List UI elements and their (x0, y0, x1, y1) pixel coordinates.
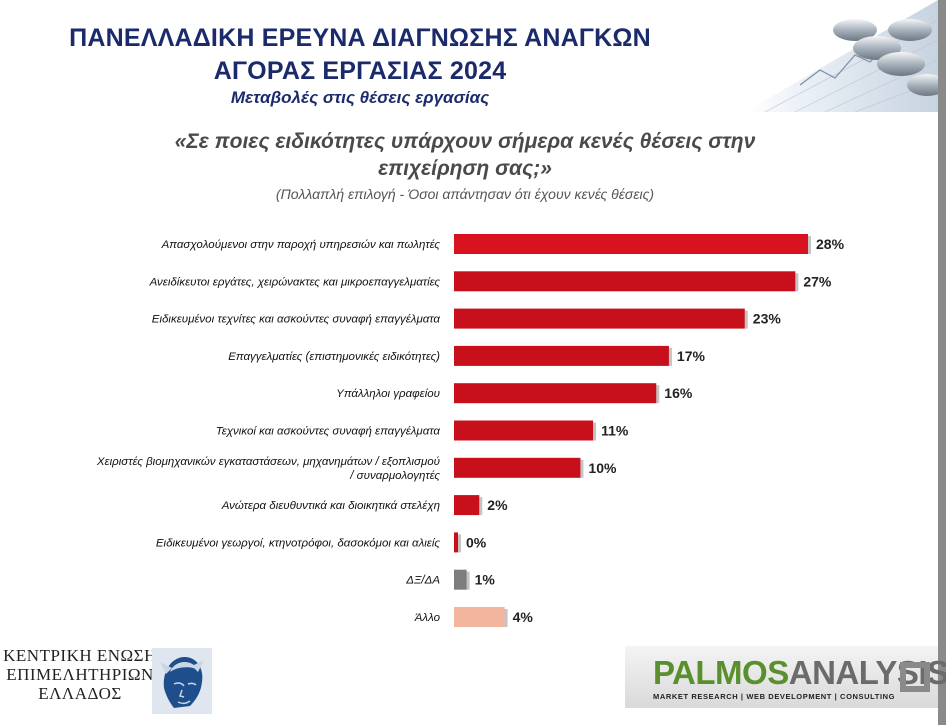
bar-chart: 28% Απασχολούμενοι στην παροχή υπηρεσιών … (96, 234, 845, 627)
kee-logo-line: ΚΕΝΤΡΙΚΗ ΕΝΩΣΗ (3, 646, 157, 665)
palmos-tagline: MARKET RESEARCH | WEB DEVELOPMENT | CONS… (653, 692, 896, 701)
question-line1: «Σε ποιες ειδικότητες υπάρχουν σήμερα κε… (174, 130, 756, 153)
category-label: Άλλο (414, 612, 441, 624)
bar-value-label: 17% (677, 348, 706, 364)
bar (454, 420, 594, 441)
bar-row: 17% Επαγγελματίες (επιστημονικές ειδικότη… (228, 345, 706, 366)
bar-shadow (504, 609, 508, 627)
bar-value-label: 2% (487, 497, 508, 513)
bar-shadow (744, 310, 748, 329)
bar-shadow (795, 273, 799, 292)
bar-shadow (580, 459, 584, 478)
kee-logo-text: ΚΕΝΤΡΙΚΗ ΕΝΩΣΗ ΕΠΙΜΕΛΗΤΗΡΙΩΝ ΕΛΛΑΔΟΣ (0, 646, 160, 703)
page-subtitle: Μεταβολές στις θέσεις εργασίας (230, 88, 490, 107)
bar-row: 2% Ανώτερα διευθυντικά και διοικητικά στε… (221, 495, 508, 516)
kee-logo: ΚΕΝΤΡΙΚΗ ΕΝΩΣΗ ΕΠΙΜΕΛΗΤΗΡΙΩΝ ΕΛΛΑΔΟΣ (0, 646, 215, 716)
bar-value-label: 11% (601, 423, 629, 439)
category-label: / συναρμολογητές (349, 470, 440, 482)
bar (454, 495, 480, 516)
bar-shadow (593, 422, 597, 441)
frame-edge (938, 0, 946, 725)
page-title-line1: ΠΑΝΕΛΛΑΔΙΚΗ ΕΡΕΥΝΑ ΔΙΑΓΝΩΣΗΣ ΑΝΑΓΚΩΝ (69, 24, 651, 52)
bar (454, 457, 581, 478)
bar (454, 271, 796, 292)
bar (454, 345, 669, 366)
category-label: Ειδικευμένοι τεχνίτες και ασκούντες συνα… (152, 314, 441, 326)
bar-value-label: 0% (466, 534, 487, 550)
bar-row: 1% ΔΞ/ΔΑ (405, 569, 496, 590)
bar (454, 532, 458, 553)
question-note: (Πολλαπλή επιλογή - Όσοι απάντησαν ότι έ… (275, 186, 655, 202)
bar-value-label: 4% (513, 609, 534, 625)
category-label: Απασχολούμενοι στην παροχή υπηρεσιών και… (161, 239, 441, 251)
palmos-logo-part1: PALMOS (653, 654, 789, 691)
bar (454, 569, 467, 590)
bar-value-label: 28% (816, 236, 845, 252)
bar-row: 4% Άλλο (414, 607, 534, 627)
bar (454, 234, 808, 254)
category-label: Επαγγελματίες (επιστημονικές ειδικότητες… (228, 351, 440, 363)
bar-row: 10% Χειριστές βιομηχανικών εγκαταστάσεων,… (96, 456, 617, 482)
palmos-logo-part2: ANALYSIS (788, 654, 946, 691)
category-label: Ανώτερα διευθυντικά και διοικητικά στελέ… (221, 500, 440, 512)
bar-value-label: 1% (475, 572, 496, 588)
bar-row: 28% Απασχολούμενοι στην παροχή υπηρεσιών … (161, 234, 845, 254)
page-title-line2: ΑΓΟΡΑΣ ΕΡΓΑΣΙΑΣ 2024 (213, 57, 507, 85)
palmos-logo: PALMOSANALYSIS MARKET RESEARCH | WEB DEV… (625, 646, 946, 708)
bar-shadow (479, 497, 483, 516)
bar (454, 383, 657, 404)
bar-row: 0% Ειδικευμένοι γεωργοί, κτηνοτρόφοι, δασ… (156, 532, 487, 553)
bar-row: 23% Ειδικευμένοι τεχνίτες και ασκούντες σ… (152, 308, 782, 329)
category-label: Ειδικευμένοι γεωργοί, κτηνοτρόφοι, δασοκ… (156, 537, 441, 549)
category-label: Υπάλληλοι γραφείου (336, 388, 440, 400)
kee-logo-line: ΕΛΛΑΔΟΣ (38, 684, 122, 703)
category-label: Χειριστές βιομηχανικών εγκαταστάσεων, μη… (96, 456, 440, 468)
coins-graph-icon (745, 0, 938, 112)
bar-row: 16% Υπάλληλοι γραφείου (336, 383, 693, 404)
bar (454, 308, 745, 329)
hermes-head-icon (152, 648, 212, 714)
bar-shadow (808, 236, 811, 254)
kee-logo-line: ΕΠΙΜΕΛΗΤΗΡΙΩΝ (6, 665, 154, 684)
palmos-logo-text: PALMOSANALYSIS (653, 654, 946, 692)
bar-shadow (458, 534, 461, 553)
bar-row: 27% Ανειδίκευτοι εργάτες, χειρώνακτες και… (149, 271, 832, 292)
question-line2: επιχείρηση σας;» (378, 157, 552, 180)
bar-row: 11% Τεχνικοί και ασκούντες συναφή επαγγέλ… (216, 420, 629, 441)
bar-value-label: 23% (753, 311, 782, 327)
bar-shadow (656, 385, 660, 404)
bar-shadow (466, 571, 470, 590)
category-label: Τεχνικοί και ασκούντες συναφή επαγγέλματ… (216, 426, 441, 438)
palmos-square-icon (900, 662, 930, 692)
bar-value-label: 16% (664, 385, 693, 401)
bar-value-label: 27% (803, 273, 832, 289)
bar (454, 607, 505, 627)
category-label: ΔΞ/ΔΑ (405, 575, 440, 587)
bar-shadow (668, 347, 672, 366)
category-label: Ανειδίκευτοι εργάτες, χειρώνακτες και μι… (149, 276, 441, 288)
bar-value-label: 10% (588, 460, 617, 476)
